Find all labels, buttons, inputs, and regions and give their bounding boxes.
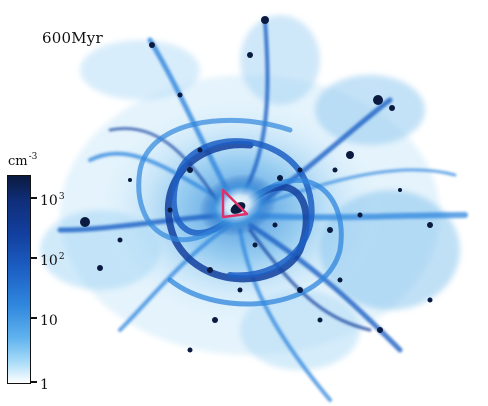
colorbar	[7, 175, 31, 384]
dense-clumps	[80, 16, 433, 353]
colorbar-tick	[31, 317, 37, 319]
colorbar-tick	[31, 197, 37, 199]
colorbar-tick	[31, 257, 37, 259]
colorbar-unit: cm-3	[8, 152, 37, 169]
colorbar-unit-base: cm	[8, 154, 28, 169]
colorbar-tick-label: 10	[40, 310, 59, 328]
colorbar-tick	[31, 381, 37, 383]
spiral-arms	[136, 117, 344, 307]
tick-base: 10	[40, 253, 58, 269]
tick-base: 1	[40, 377, 49, 393]
colorbar-tick-label: 103	[40, 190, 65, 208]
colorbar-tick-label: 102	[40, 250, 65, 268]
tick-base: 10	[40, 313, 58, 329]
colorbar-tick-label: 1	[40, 374, 50, 392]
tick-exponent: 3	[58, 192, 65, 202]
tick-base: 10	[40, 193, 58, 209]
snapshot-time-label: 600Myr	[42, 29, 103, 47]
marker-triangle	[221, 188, 249, 219]
tick-exponent: 2	[58, 252, 65, 262]
colorbar-unit-exponent: -3	[28, 152, 38, 162]
